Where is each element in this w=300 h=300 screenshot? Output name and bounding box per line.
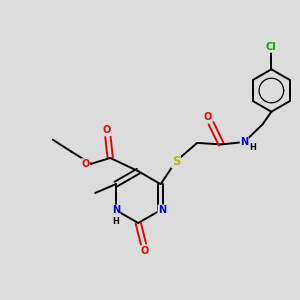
Text: N: N	[240, 137, 248, 147]
Text: O: O	[81, 159, 90, 169]
Text: O: O	[102, 125, 110, 135]
Text: Cl: Cl	[266, 42, 277, 52]
Text: S: S	[172, 155, 180, 168]
Text: H: H	[250, 143, 256, 152]
Text: N: N	[158, 205, 166, 215]
Text: O: O	[203, 112, 211, 122]
Text: N: N	[112, 205, 120, 215]
Text: H: H	[112, 217, 119, 226]
Text: O: O	[141, 246, 149, 256]
